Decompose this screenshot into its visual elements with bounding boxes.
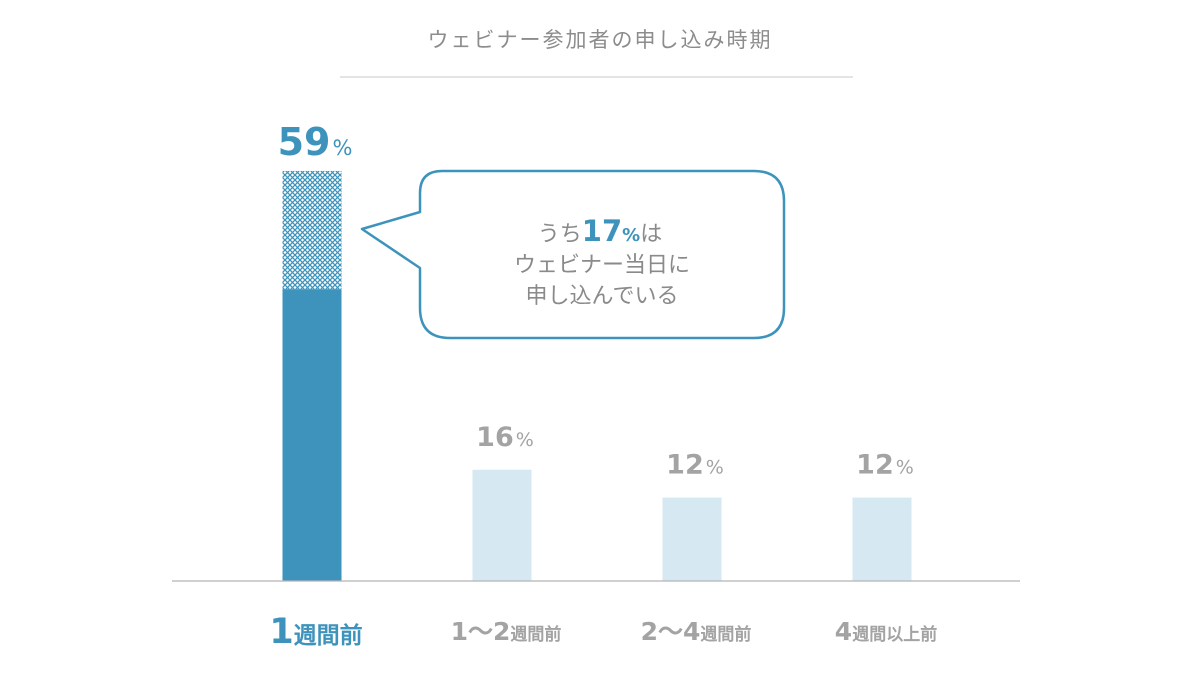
value-label-3: 12%	[856, 450, 914, 481]
category-label-0-number: 1	[269, 612, 293, 652]
category-label-3: 4週間以上前	[835, 617, 937, 646]
value-label-1-number: 16	[476, 422, 514, 453]
category-labels-layer: 1週間前 1〜2週間前 2〜4週間前 4週間以上前	[269, 612, 937, 652]
callout-line-1: うち17%は	[538, 214, 662, 248]
bar-0-other	[282, 289, 342, 581]
callout-line-3: 申し込んでいる	[526, 284, 679, 309]
category-label-1: 1〜2週間前	[451, 617, 562, 646]
callout-line-2: ウェビナー当日に	[514, 253, 690, 278]
category-label-2-suffix: 週間前	[700, 624, 751, 645]
value-label-2-unit: %	[706, 457, 724, 479]
value-label-0-unit: %	[332, 136, 352, 160]
category-label-2-number: 2〜4	[641, 617, 701, 646]
category-label-0-suffix: 週間前	[294, 622, 363, 649]
callout-suffix: は	[640, 222, 662, 247]
value-label-1: 16%	[476, 422, 534, 453]
bar-0-same-day-segment	[282, 170, 342, 290]
value-labels-layer: 59%16 %12% 12%	[278, 120, 914, 481]
value-label-3-unit: %	[896, 457, 914, 479]
category-label-3-suffix: 週間以上前	[852, 624, 937, 645]
bar-1	[472, 469, 532, 581]
category-label-2: 2〜4週間前	[641, 617, 752, 646]
callout-unit: %	[622, 225, 640, 246]
bar-3	[852, 497, 912, 581]
bar-2	[662, 497, 722, 581]
category-label-1-suffix: 週間前	[510, 624, 561, 645]
callout-prefix: うち	[538, 222, 582, 247]
value-label-0-number: 59	[278, 120, 331, 164]
value-label-2-number: 12	[666, 450, 704, 481]
value-label-1-unit: %	[516, 429, 534, 451]
chart-title: ウェビナー参加者の申し込み時期	[428, 28, 773, 52]
category-label-1-number: 1〜2	[451, 617, 511, 646]
value-label-3-number: 12	[856, 450, 894, 481]
value-label-2: 12%	[666, 450, 724, 481]
value-label-0: 59%	[278, 120, 353, 164]
category-label-3-number: 4	[835, 617, 852, 646]
callout-border	[360, 169, 786, 340]
bars-layer	[282, 170, 912, 581]
callout-bubble: うち17%は ウェビナー当日に 申し込んでいる	[360, 169, 786, 340]
callout-value: 17	[582, 214, 622, 248]
category-label-0: 1週間前	[269, 612, 362, 652]
